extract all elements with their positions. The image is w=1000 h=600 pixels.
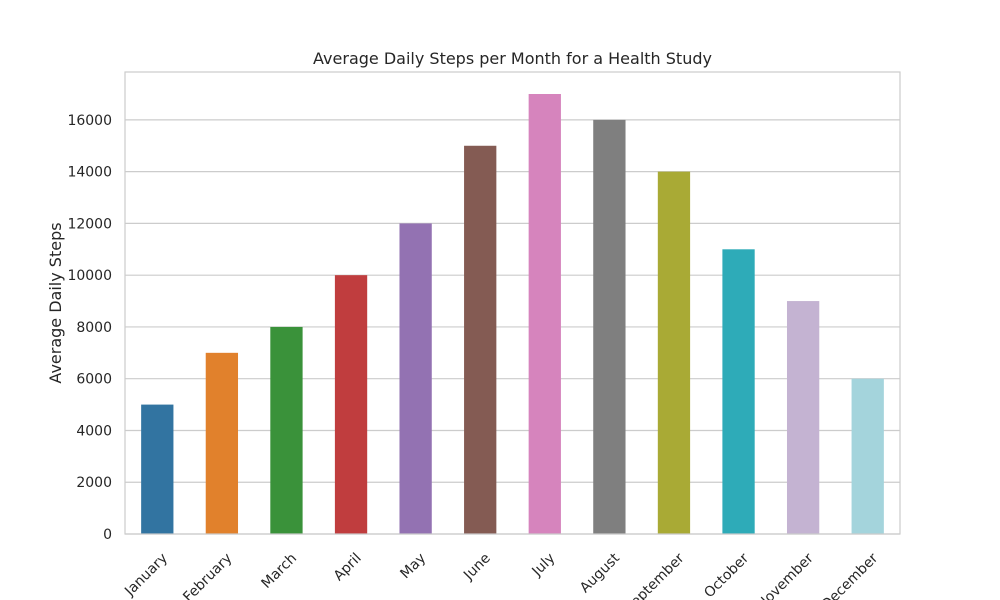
x-tick-label: October bbox=[701, 550, 752, 600]
bar-january bbox=[141, 404, 174, 534]
bar-may bbox=[399, 223, 432, 535]
plot-frame bbox=[124, 71, 901, 535]
x-tick-label: August bbox=[577, 550, 623, 596]
y-tick-label: 4000 bbox=[76, 423, 112, 439]
y-tick-label: 12000 bbox=[67, 216, 112, 232]
bar-june bbox=[464, 145, 497, 534]
bar-july bbox=[528, 94, 561, 534]
x-tick-label: February bbox=[180, 550, 235, 600]
x-tick-label: November bbox=[754, 550, 817, 600]
x-tick-label: December bbox=[819, 550, 882, 600]
x-tick-label: May bbox=[397, 550, 429, 582]
plot-background bbox=[125, 72, 900, 534]
y-axis-label: Average Daily Steps bbox=[46, 222, 65, 383]
y-tick-label: 10000 bbox=[67, 268, 112, 284]
bar-february bbox=[205, 352, 239, 534]
x-tick-label: January bbox=[121, 550, 171, 600]
x-tick-labels: January February March April May June July Augu… bbox=[121, 550, 881, 600]
bar-august bbox=[593, 119, 626, 534]
x-tick-label: June bbox=[460, 550, 494, 584]
y-tick-label: 0 bbox=[103, 527, 112, 543]
bar-september bbox=[657, 171, 691, 534]
y-tick-label: 8000 bbox=[76, 320, 112, 336]
y-tick-label: 14000 bbox=[67, 165, 112, 181]
x-tick-label: July bbox=[529, 550, 559, 580]
x-tick-label: September bbox=[622, 550, 688, 600]
y-tick-label: 2000 bbox=[76, 475, 112, 491]
bar-april bbox=[334, 275, 368, 534]
bar-november bbox=[786, 301, 820, 534]
y-tick-label: 6000 bbox=[76, 372, 112, 388]
y-tick-labels: 0 2000 4000 6000 8000 10000 12000 14000 16000 bbox=[67, 113, 112, 543]
bar-march bbox=[270, 326, 303, 534]
y-tick-label: 16000 bbox=[67, 113, 112, 129]
x-tick-label: April bbox=[331, 550, 365, 584]
bar-october bbox=[722, 249, 755, 534]
x-tick-label: March bbox=[259, 550, 300, 591]
gridlines bbox=[125, 119, 900, 535]
bar-december bbox=[851, 378, 884, 534]
chart-title: Average Daily Steps per Month for a Heal… bbox=[313, 49, 712, 68]
bars bbox=[141, 94, 884, 535]
